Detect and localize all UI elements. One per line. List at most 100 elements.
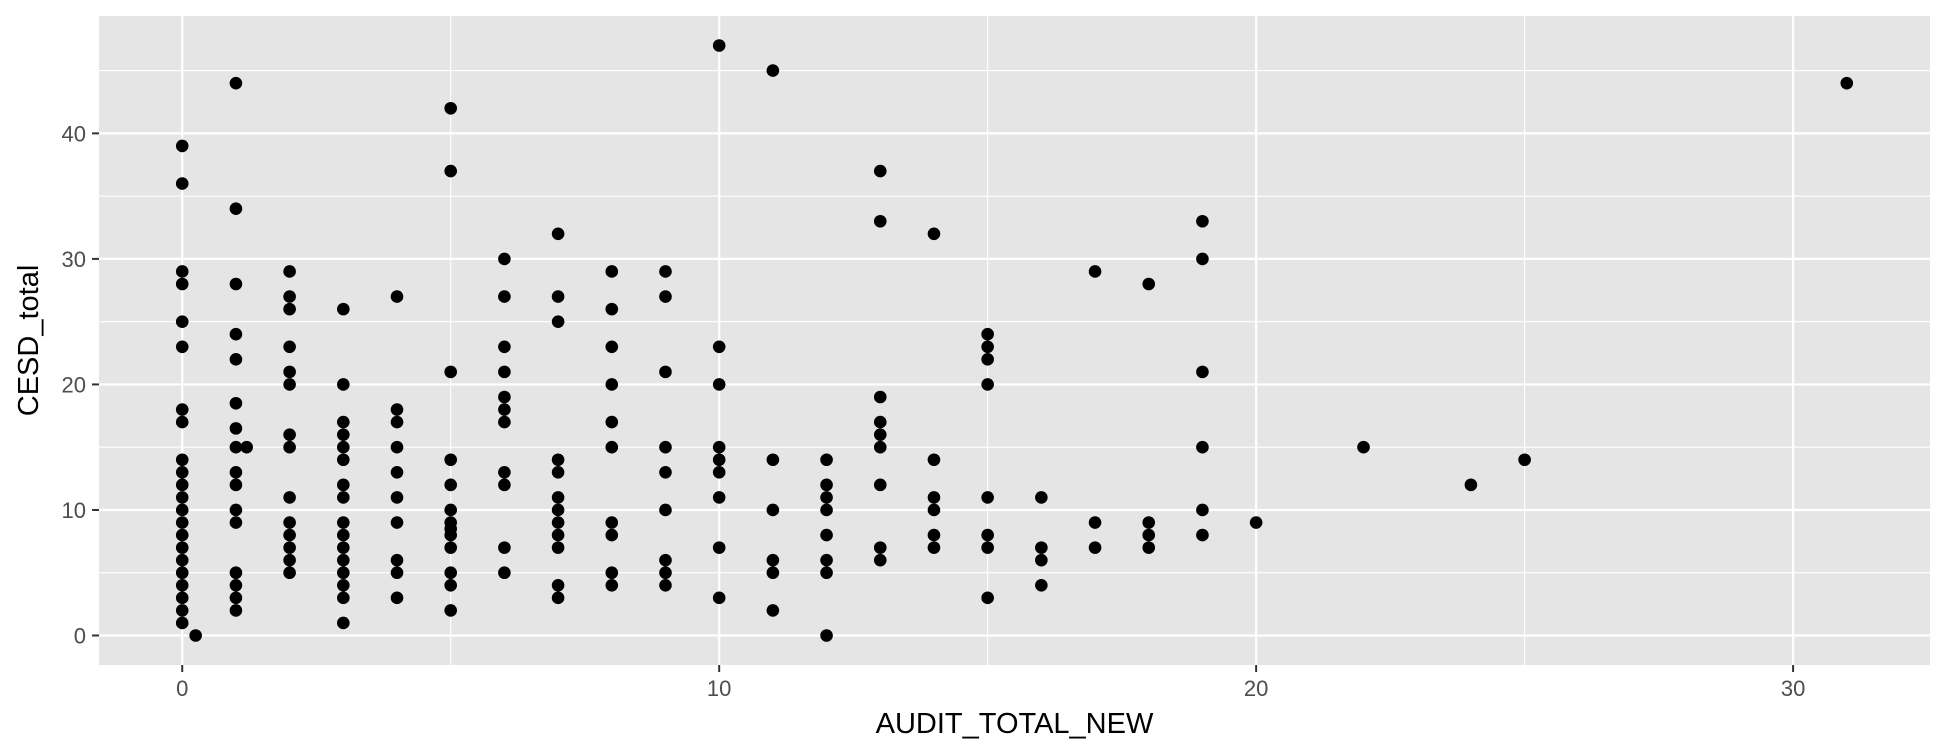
data-point [766, 453, 780, 467]
data-point [551, 453, 565, 467]
data-point [283, 365, 296, 379]
data-point [390, 591, 404, 605]
data-point [551, 491, 565, 504]
data-point [175, 453, 189, 467]
data-point [820, 453, 833, 467]
data-point [873, 553, 887, 567]
data-point [283, 516, 296, 529]
data-point [283, 440, 296, 454]
y-tick-label: 10 [62, 498, 86, 523]
data-point [927, 503, 941, 517]
plot-panel [99, 16, 1930, 665]
data-point [1840, 76, 1854, 90]
data-point [659, 578, 672, 592]
x-tick-label: 10 [707, 676, 731, 701]
data-point [820, 566, 833, 580]
data-point [766, 566, 780, 580]
data-point [240, 440, 253, 454]
data-point [981, 491, 994, 504]
data-point [873, 440, 887, 454]
data-point [605, 578, 619, 592]
data-point [444, 566, 458, 580]
x-tick-label: 0 [176, 676, 188, 701]
data-point [337, 428, 350, 441]
data-point [175, 177, 189, 190]
data-point [981, 591, 994, 605]
data-point [229, 202, 243, 215]
data-point [337, 578, 350, 592]
y-tick-label: 0 [74, 624, 86, 649]
data-point [337, 553, 350, 567]
data-point [444, 478, 458, 492]
data-point [175, 466, 189, 479]
y-axis-title: CESD_total [13, 265, 45, 417]
data-point [551, 466, 565, 479]
x-tick-label: 30 [1781, 676, 1805, 701]
data-point [659, 503, 672, 517]
data-point [873, 428, 887, 441]
data-point [390, 516, 404, 529]
data-point [498, 252, 511, 266]
data-point [659, 265, 672, 278]
data-point [390, 491, 404, 504]
data-point [820, 528, 833, 542]
data-point [551, 541, 565, 554]
data-point [605, 415, 619, 429]
data-point [927, 227, 941, 241]
data-point [175, 315, 189, 328]
data-point [659, 365, 672, 379]
data-point [1142, 541, 1156, 554]
data-point [229, 503, 243, 517]
data-point [820, 503, 833, 517]
data-point [229, 591, 243, 605]
data-point [283, 378, 296, 391]
data-point [175, 528, 189, 542]
data-point [1035, 578, 1048, 592]
y-axis-ticks: 0 10 20 30 40 [62, 121, 99, 649]
data-point [551, 290, 565, 303]
data-point [175, 541, 189, 554]
data-point [175, 566, 189, 580]
x-tick-label: 20 [1244, 676, 1268, 701]
data-point [1142, 516, 1156, 529]
data-point [551, 578, 565, 592]
data-point [283, 528, 296, 542]
data-point [444, 541, 458, 554]
data-point [605, 340, 619, 354]
data-point [498, 541, 511, 554]
data-point [390, 466, 404, 479]
data-point [390, 290, 404, 303]
data-point [337, 516, 350, 529]
data-point [337, 566, 350, 580]
data-point [498, 466, 511, 479]
data-point [283, 340, 296, 354]
data-point [229, 466, 243, 479]
data-point [766, 553, 780, 567]
x-axis-title: AUDIT_TOTAL_NEW [876, 708, 1154, 740]
data-point [712, 491, 726, 504]
data-point [1196, 252, 1209, 266]
data-point [1035, 491, 1048, 504]
data-point [659, 290, 672, 303]
data-point [229, 566, 243, 580]
data-point [605, 378, 619, 391]
data-point [175, 478, 189, 492]
data-point [712, 541, 726, 554]
data-point [1196, 214, 1209, 228]
data-point [337, 478, 350, 492]
data-point [873, 390, 887, 404]
data-point [551, 503, 565, 517]
data-point [337, 491, 350, 504]
data-point [1035, 553, 1048, 567]
data-point [1464, 478, 1478, 492]
data-point [659, 440, 672, 454]
data-point [390, 440, 404, 454]
data-point [337, 616, 350, 630]
data-point [189, 629, 202, 642]
data-point [927, 541, 941, 554]
data-point [873, 478, 887, 492]
data-point [981, 378, 994, 391]
data-point [175, 415, 189, 429]
data-point [444, 578, 458, 592]
